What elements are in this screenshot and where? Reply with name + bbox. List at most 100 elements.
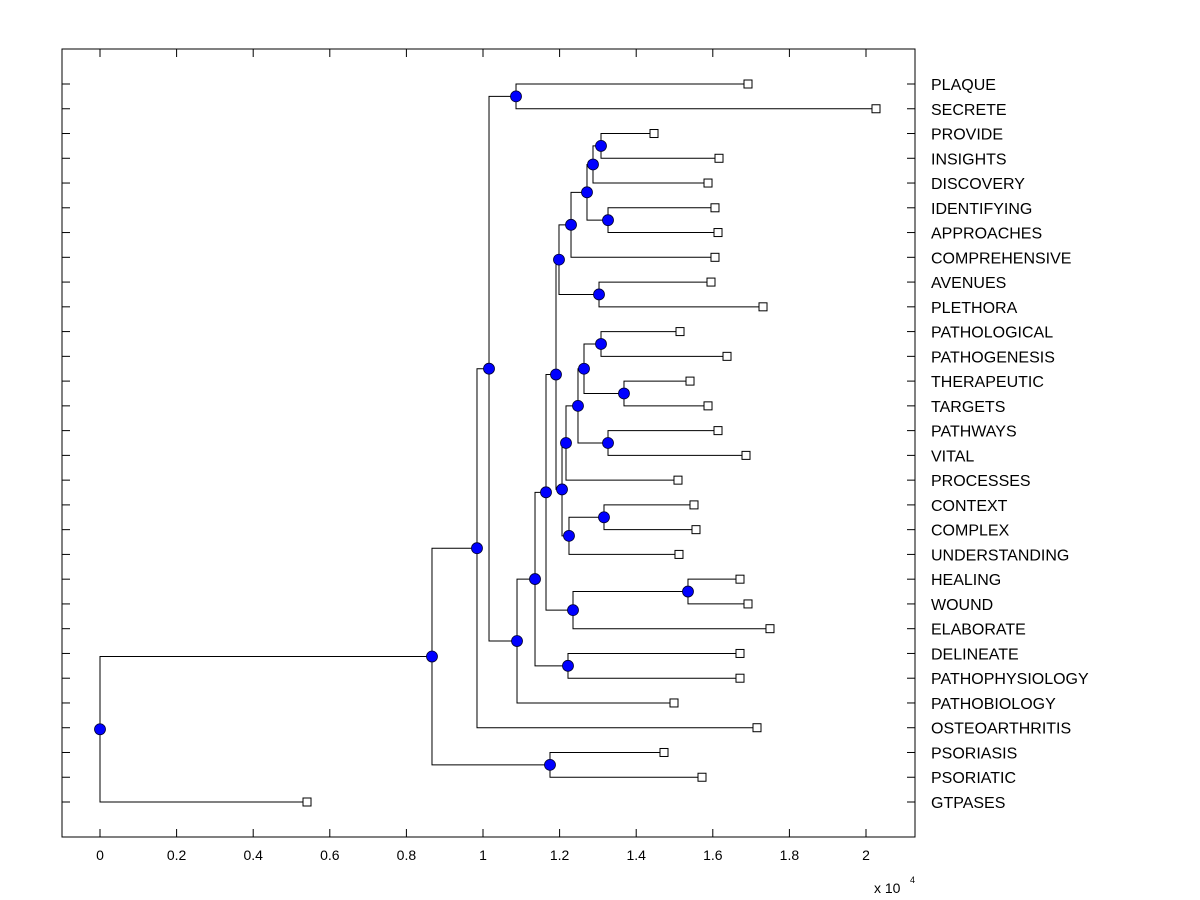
dendrogram-branch <box>572 610 770 630</box>
dendrogram-branch <box>586 192 609 221</box>
internal-node-marker <box>593 288 605 301</box>
internal-node-marker <box>426 650 438 663</box>
leaf-label: THERAPEUTIC <box>931 374 1044 391</box>
dendrogram-branch <box>99 729 308 803</box>
leaf-label: CONTEXT <box>931 498 1008 515</box>
dendrogram-branch <box>488 368 518 642</box>
leaf-marker <box>659 747 669 757</box>
leaf-marker <box>735 673 745 683</box>
internal-node-marker <box>560 437 572 449</box>
leaf-label: SECRETE <box>931 102 1007 119</box>
internal-node-marker <box>598 511 610 524</box>
x-scale-multiplier: x 10 <box>874 880 901 896</box>
x-tick-label: 0.4 <box>243 847 263 863</box>
leaf-marker <box>674 549 684 559</box>
leaf-marker <box>871 104 881 114</box>
dendrogram-nodes <box>94 90 694 771</box>
leaf-label: PATHOLOGICAL <box>931 325 1053 342</box>
internal-node-marker <box>581 186 593 199</box>
leaf-label: PLETHORA <box>931 300 1018 317</box>
leaf-label: UNDERSTANDING <box>931 547 1069 564</box>
internal-node-marker <box>567 604 579 617</box>
leaf-label: IDENTIFYING <box>931 201 1032 218</box>
internal-node-marker <box>602 437 614 449</box>
dendrogram-branch <box>577 405 609 444</box>
dendrogram-branch <box>488 95 517 369</box>
leaf-label: TARGETS <box>931 399 1005 416</box>
leaf-marker <box>735 574 745 584</box>
leaf-label: PATHOBIOLOGY <box>931 696 1056 713</box>
dendrogram-branch <box>431 547 477 657</box>
leaf-label: PSORIATIC <box>931 770 1016 787</box>
leaf-marker <box>752 723 762 733</box>
dendrogram-branch <box>545 492 574 611</box>
internal-node-marker <box>565 218 577 231</box>
leaf-label: PROVIDE <box>931 127 1003 144</box>
leaf-label: PATHOGENESIS <box>931 349 1055 366</box>
leaf-marker <box>703 401 713 411</box>
dendrogram-branch <box>534 579 568 667</box>
internal-node-marker <box>595 139 607 152</box>
leaf-marker <box>691 525 701 535</box>
dendrogram-branch <box>565 443 678 481</box>
dendrogram-branch <box>572 591 688 611</box>
leaf-marker <box>685 376 695 386</box>
leaf-label: PATHWAYS <box>931 424 1017 441</box>
dendrogram-branch <box>592 164 709 184</box>
x-scale-multiplier-base: x 10 <box>874 880 901 896</box>
internal-node-marker <box>587 158 599 171</box>
dendrogram-branch <box>431 656 550 766</box>
leaf-marker <box>713 426 723 436</box>
leaf-marker <box>710 203 720 213</box>
leaf-label: OSTEOARTHRITIS <box>931 721 1071 738</box>
dendrogram-branch <box>583 368 624 394</box>
internal-node-marker <box>595 338 607 350</box>
leaf-marker <box>710 252 720 262</box>
x-tick-label: 0.8 <box>397 847 417 863</box>
leaf-label: PSORIASIS <box>931 745 1017 762</box>
x-scale-multiplier-exponent: 4 <box>910 875 915 885</box>
leaf-label: HEALING <box>931 572 1001 589</box>
x-tick-labels: 0 0.2 0.4 0.6 0.8 1 1.2 1.4 1.6 1.8 2 <box>96 847 870 863</box>
internal-node-marker <box>511 635 523 647</box>
leaf-marker <box>706 277 716 287</box>
leaf-marker <box>697 772 707 782</box>
leaf-label: PROCESSES <box>931 473 1031 490</box>
leaf-marker <box>669 698 679 708</box>
x-tick-label: 0 <box>96 847 104 863</box>
leaf-label: GTPASES <box>931 795 1005 812</box>
x-tick-label: 1.2 <box>550 847 570 863</box>
leaf-marker <box>689 500 699 510</box>
plot-frame <box>61 48 916 838</box>
dendrogram-branch <box>558 259 600 295</box>
internal-node-marker <box>471 542 483 555</box>
leaf-marker <box>722 351 732 361</box>
leaf-marker <box>649 129 659 139</box>
axis-ticks <box>62 49 915 837</box>
internal-node-marker <box>544 758 556 771</box>
dendrogram-branch <box>476 548 757 729</box>
x-tick-label: 1.4 <box>626 847 646 863</box>
dendrogram-branch <box>570 224 715 258</box>
internal-node-marker <box>578 362 590 375</box>
x-tick-label: 1.6 <box>703 847 723 863</box>
leaf-labels: PLAQUE SECRETE PROVIDE INSIGHTS DISCOVERY IDE… <box>931 77 1089 812</box>
leaf-marker <box>713 228 723 238</box>
leaf-marker <box>743 79 753 89</box>
leaf-marker <box>735 648 745 658</box>
leaf-label: DISCOVERY <box>931 176 1025 193</box>
x-tick-label: 0.2 <box>167 847 187 863</box>
leaf-label: VITAL <box>931 448 974 465</box>
internal-node-marker <box>540 486 552 499</box>
leaf-marker <box>302 797 312 807</box>
internal-node-marker <box>563 529 575 542</box>
leaf-label: INSIGHTS <box>931 151 1007 168</box>
x-tick-label: 1 <box>479 847 487 863</box>
dendrogram-branch <box>516 641 675 704</box>
dendrogram-branch <box>99 656 432 730</box>
leaf-label: DELINEATE <box>931 646 1019 663</box>
x-tick-label: 1.8 <box>780 847 800 863</box>
internal-node-marker <box>483 362 495 375</box>
leaf-label: PLAQUE <box>931 77 996 94</box>
leaf-label: COMPREHENSIVE <box>931 250 1071 267</box>
